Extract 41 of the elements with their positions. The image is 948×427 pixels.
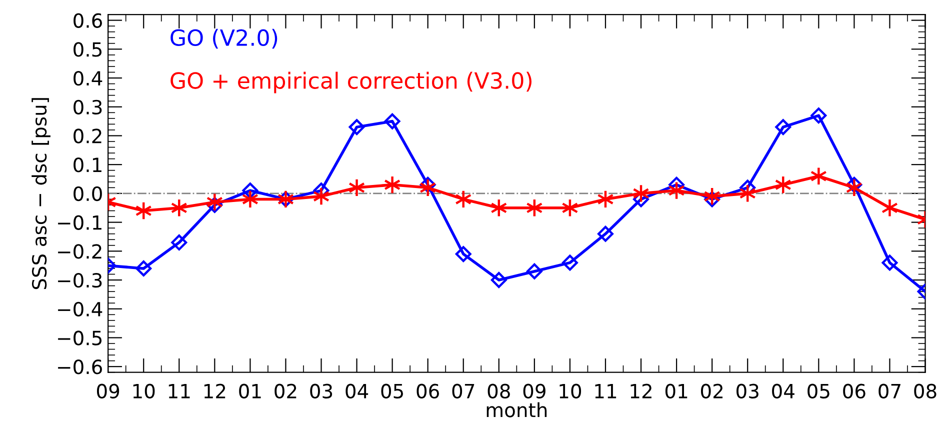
x-axis-title: month (486, 402, 547, 418)
y-tick-label: 0.6 (74, 13, 102, 28)
y-axis-title: SSS asc − dsc [psu] (32, 98, 50, 290)
text: GO + empirical correction (V3.0) (170, 72, 532, 94)
y-tick-label: −0.1 (58, 215, 102, 230)
x-tick-label: 03 (310, 384, 332, 399)
x-tick-label: 02 (700, 384, 722, 399)
x-tick-label: 05 (808, 384, 830, 399)
x-tick-label: 09 (96, 384, 120, 399)
y-tick-label: 0.4 (74, 70, 102, 86)
x-tick-label: 09 (523, 384, 546, 399)
y-tick-label: −0.4 (58, 302, 102, 317)
x-tick-label: 10 (133, 384, 155, 399)
y-tick-label: 0.0 (74, 186, 102, 202)
x-tick-label: 12 (630, 384, 652, 398)
x-tick-label: 06 (843, 384, 866, 399)
x-tick-label: 11 (595, 384, 616, 398)
x-tick-label: 08 (914, 384, 936, 399)
x-tick-label: 05 (381, 384, 403, 399)
x-tick-label: 11 (168, 384, 190, 398)
y-tick-label: 0.1 (74, 158, 102, 172)
y-tick-label: 0.2 (74, 128, 102, 144)
x-tick-label: 12 (204, 384, 226, 398)
x-tick-label: 03 (736, 384, 758, 399)
x-tick-label: 08 (488, 384, 510, 399)
x-tick-label: 06 (416, 384, 439, 399)
x-tick-label: 02 (274, 384, 296, 399)
x-tick-label: 04 (346, 384, 368, 399)
y-tick-label: −0.2 (58, 244, 102, 259)
y-tick-label: 0.3 (74, 100, 102, 115)
x-tick-label: 04 (772, 384, 794, 399)
text: GO (V2.0) (170, 28, 278, 49)
x-tick-label: 01 (239, 384, 261, 399)
x-tick-label: 01 (665, 384, 688, 399)
x-tick-label: 07 (878, 384, 900, 399)
x-tick-label: 07 (452, 384, 474, 399)
x-tick-label: 10 (560, 384, 582, 399)
y-tick-label: −0.5 (58, 330, 102, 346)
y-tick-label: 0.5 (74, 42, 102, 57)
y-tick-label: −0.3 (58, 272, 102, 288)
y-tick-label: −0.6 (58, 360, 102, 374)
